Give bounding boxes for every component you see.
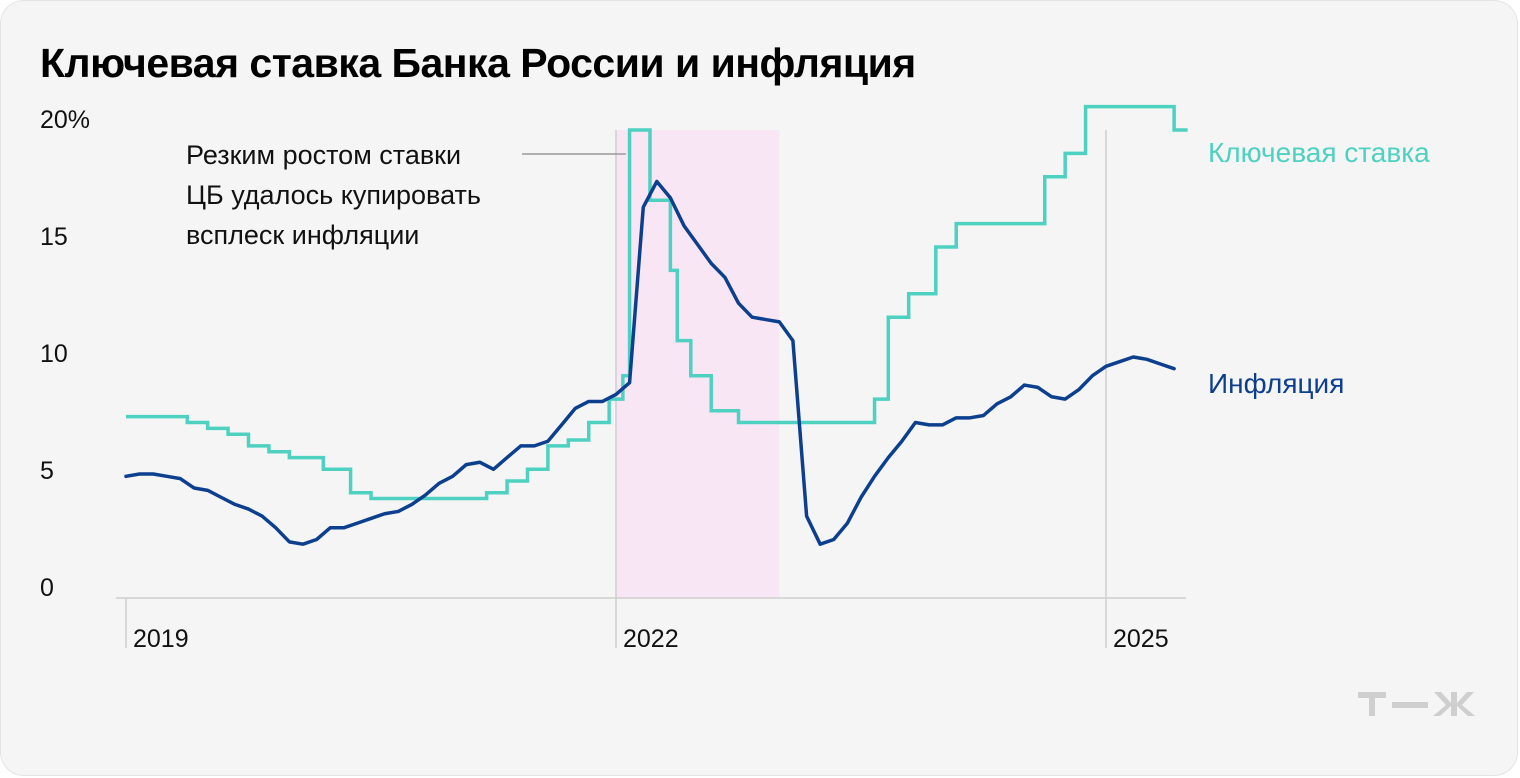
logo: [1358, 690, 1480, 725]
legend-label-inflation: Инфляция: [1208, 368, 1344, 399]
y-tick-labels: 0 5 10 15 20%: [40, 106, 90, 602]
legend-label-key-rate: Ключевая ставка: [1208, 137, 1430, 168]
annotation-line-2: ЦБ удалось купировать: [186, 180, 481, 210]
y-tick-label-20: 20%: [40, 106, 90, 134]
y-tick-label-15: 15: [40, 223, 68, 251]
highlight-band: [616, 130, 780, 598]
x-tick-label-2022: 2022: [623, 625, 679, 653]
tj-logo-icon: [1358, 692, 1475, 716]
x-tick-label-2025: 2025: [1113, 625, 1169, 653]
y-tick-label-0: 0: [40, 574, 54, 602]
x-tick-labels: 2019 2022 2025: [133, 625, 1169, 653]
series-line-inflation: [124, 179, 1176, 546]
x-tick-label-2019: 2019: [133, 625, 189, 653]
y-tick-label-5: 5: [40, 457, 54, 485]
annotation-line-1: Резким ростом ставки: [186, 140, 461, 170]
annotation-line-3: всплеск инфляции: [186, 220, 419, 250]
vertical-gridlines: [125, 130, 1107, 648]
y-tick-label-10: 10: [40, 340, 68, 368]
chart-title: Ключевая ставка Банка России и инфляция: [40, 40, 916, 86]
